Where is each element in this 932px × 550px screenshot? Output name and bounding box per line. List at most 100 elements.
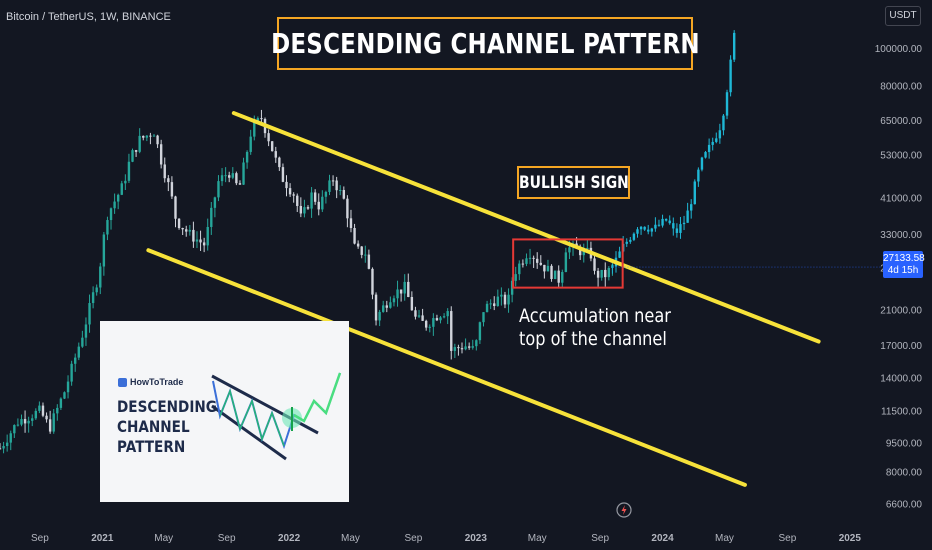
candle-body (371, 268, 374, 295)
symbol-label[interactable]: Bitcoin / TetherUS, 1W, BINANCE (6, 11, 171, 23)
candle-body (156, 135, 159, 145)
channel-upper-line[interactable] (231, 111, 821, 344)
candle-body (532, 257, 535, 259)
y-tick-label: 8000.00 (886, 467, 923, 478)
candle-body (77, 346, 80, 358)
candle-body (643, 226, 646, 230)
candle-body (13, 425, 16, 434)
candle-body (679, 224, 682, 233)
candle-body (324, 191, 328, 197)
candle-body (500, 294, 503, 297)
candle-body (149, 135, 152, 137)
x-tick-label: 2025 (839, 533, 862, 544)
x-tick-label: May (528, 533, 547, 544)
y-tick-label: 17000.00 (880, 341, 922, 352)
candle-body (471, 346, 474, 348)
candle-body (446, 311, 449, 317)
candle-body (503, 294, 507, 305)
candle-body (546, 265, 550, 272)
candle-body (20, 419, 23, 425)
candle-body (31, 418, 34, 421)
candle-body (181, 228, 184, 230)
candle-body (478, 322, 482, 341)
candle-body (134, 150, 138, 152)
candle-body (389, 302, 392, 308)
candle-body (403, 281, 406, 294)
candle-body (518, 263, 521, 275)
x-tick-label: May (154, 533, 173, 544)
candle-body (99, 266, 102, 288)
x-tick-label: May (341, 533, 360, 544)
candle-body (632, 233, 636, 240)
candle-body (550, 265, 553, 279)
alert-icon[interactable] (616, 502, 632, 518)
candle-body (668, 220, 671, 224)
accumulation-line-2: top of the channel (519, 328, 667, 350)
accumulation-highlight-box[interactable] (512, 238, 624, 289)
candle-body (120, 183, 123, 195)
y-tick-label: 41000.00 (880, 193, 922, 204)
candle-body (639, 226, 643, 230)
candle-body (442, 316, 446, 318)
currency-selector[interactable]: USDT (885, 6, 921, 26)
candle-body (281, 167, 285, 182)
candle-body (328, 180, 331, 192)
candle-body (109, 208, 113, 221)
candle-body (142, 135, 145, 138)
candle-body (124, 180, 127, 184)
candle-body (91, 292, 95, 304)
candle-body (553, 270, 557, 279)
y-tick-label: 6600.00 (886, 500, 923, 511)
x-tick-label: 2023 (465, 533, 488, 544)
candle-body (270, 141, 274, 152)
candle-body (722, 115, 725, 131)
candle-body (690, 204, 693, 211)
candle-body (213, 197, 217, 208)
candle-body (278, 157, 281, 168)
candle-body (249, 136, 252, 152)
illustration-lower-line (211, 404, 287, 461)
candle-body (607, 267, 611, 278)
x-tick-label: Sep (778, 533, 796, 544)
candle-body (242, 162, 245, 185)
candle-body (56, 407, 59, 414)
candle-body (66, 381, 70, 393)
countdown-value: 4d 15h (887, 265, 919, 276)
candle-body (396, 289, 399, 299)
y-tick-label: 9500.00 (886, 438, 923, 449)
candle-body (220, 175, 224, 182)
candle-body (496, 296, 500, 306)
candle-body (536, 258, 539, 263)
candle-body (349, 218, 353, 228)
y-tick-label: 65000.00 (880, 116, 922, 127)
candle-body (199, 239, 202, 243)
candle-body (543, 264, 546, 272)
candle-body (399, 289, 403, 294)
candle-body (177, 218, 181, 229)
illustration-title: DESCENDING CHANNEL PATTERN (117, 397, 217, 457)
candle-body (564, 252, 568, 272)
accumulation-line-1: Accumulation near (519, 305, 671, 327)
candle-body (561, 271, 564, 283)
candle-body (84, 324, 88, 338)
candle-body (145, 135, 149, 138)
candle-body (356, 243, 360, 247)
last-price-tag: 27133.58 4d 15h (883, 251, 925, 278)
candle-body (16, 424, 20, 426)
accumulation-note: Accumulation near top of the channel (519, 305, 671, 351)
candle-body (525, 258, 528, 264)
candle-body (23, 419, 27, 424)
illustration-title-line-1: DESCENDING (117, 397, 217, 416)
candle-body (360, 246, 363, 255)
candle-body (253, 121, 256, 137)
candle-body (707, 144, 711, 153)
candle-body (475, 340, 478, 347)
candle-body (672, 223, 675, 229)
channel-lower-line[interactable] (146, 248, 747, 487)
candle-body (235, 173, 238, 184)
brand-icon (118, 377, 127, 387)
candle-body (131, 150, 134, 162)
candle-body (464, 346, 467, 350)
